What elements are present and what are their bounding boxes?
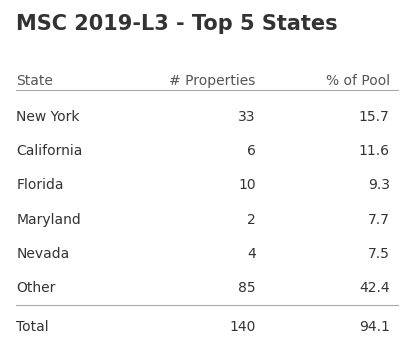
Text: 6: 6: [247, 144, 256, 158]
Text: % of Pool: % of Pool: [326, 74, 390, 88]
Text: Total: Total: [16, 320, 49, 334]
Text: MSC 2019-L3 - Top 5 States: MSC 2019-L3 - Top 5 States: [16, 14, 338, 34]
Text: New York: New York: [16, 110, 80, 124]
Text: Florida: Florida: [16, 179, 64, 192]
Text: 42.4: 42.4: [359, 281, 390, 295]
Text: 7.7: 7.7: [368, 213, 390, 227]
Text: 9.3: 9.3: [368, 179, 390, 192]
Text: 10: 10: [238, 179, 256, 192]
Text: Nevada: Nevada: [16, 247, 70, 261]
Text: Maryland: Maryland: [16, 213, 81, 227]
Text: # Properties: # Properties: [169, 74, 256, 88]
Text: 2: 2: [247, 213, 256, 227]
Text: State: State: [16, 74, 53, 88]
Text: Other: Other: [16, 281, 56, 295]
Text: 4: 4: [247, 247, 256, 261]
Text: 140: 140: [229, 320, 256, 334]
Text: 94.1: 94.1: [359, 320, 390, 334]
Text: 85: 85: [238, 281, 256, 295]
Text: 15.7: 15.7: [359, 110, 390, 124]
Text: 11.6: 11.6: [359, 144, 390, 158]
Text: California: California: [16, 144, 83, 158]
Text: 7.5: 7.5: [368, 247, 390, 261]
Text: 33: 33: [238, 110, 256, 124]
